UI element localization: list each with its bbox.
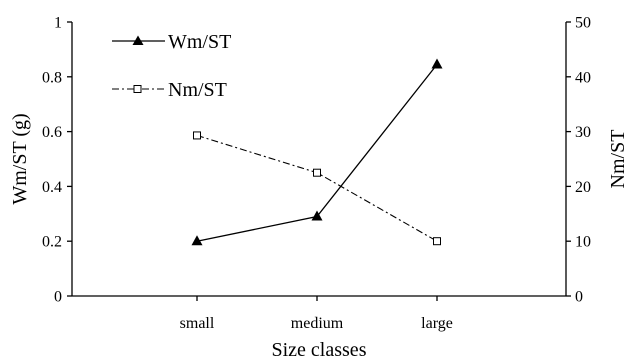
legend-item-nm-st: Nm/ST — [112, 79, 227, 101]
data-point-nm-st — [313, 168, 321, 177]
right-y-axis-title: Nm/ST — [607, 130, 627, 189]
left-tick-label: 0.2 — [42, 234, 62, 251]
x-tick-label: large — [421, 315, 453, 332]
legend-item-wm-st: Wm/ST — [112, 31, 231, 53]
left-y-axis-ticks: 0 0.2 0.4 0.6 0.8 1 — [42, 15, 72, 306]
x-axis-title: Size classes — [272, 339, 367, 361]
left-tick-label: 0.4 — [42, 179, 62, 196]
legend-marker-wm-st — [132, 35, 144, 45]
data-point-wm-st — [431, 58, 443, 69]
right-tick-label: 20 — [575, 179, 591, 196]
legend-label-wm-st: Wm/ST — [168, 31, 231, 53]
plot-area — [71, 22, 567, 297]
legend: Wm/ST Nm/ST — [112, 31, 231, 101]
right-tick-label: 50 — [575, 15, 591, 32]
data-point-nm-st — [193, 131, 201, 140]
x-tick-label: medium — [291, 315, 344, 332]
x-tick-label: small — [180, 315, 215, 332]
legend-marker-nm-st — [133, 85, 142, 93]
right-tick-label: 40 — [575, 69, 591, 86]
right-tick-label: 0 — [575, 289, 583, 306]
right-tick-label: 10 — [575, 234, 591, 251]
data-point-wm-st — [191, 235, 203, 246]
data-point-nm-st — [433, 237, 441, 246]
series-line-nm-st — [196, 134, 438, 242]
left-y-axis-title: Wm/ST (g) — [9, 113, 31, 204]
right-y-axis-ticks: 0 10 20 30 40 50 — [566, 15, 591, 306]
series-layer — [191, 58, 443, 246]
left-tick-label: 0 — [54, 289, 62, 306]
data-point-wm-st — [311, 210, 323, 221]
right-tick-label: 30 — [575, 124, 591, 141]
left-tick-label: 0.8 — [42, 69, 62, 86]
legend-label-nm-st: Nm/ST — [168, 79, 227, 101]
x-axis-ticks: small medium large — [180, 296, 453, 332]
left-tick-label: 1 — [54, 15, 62, 32]
left-tick-label: 0.6 — [42, 124, 62, 141]
